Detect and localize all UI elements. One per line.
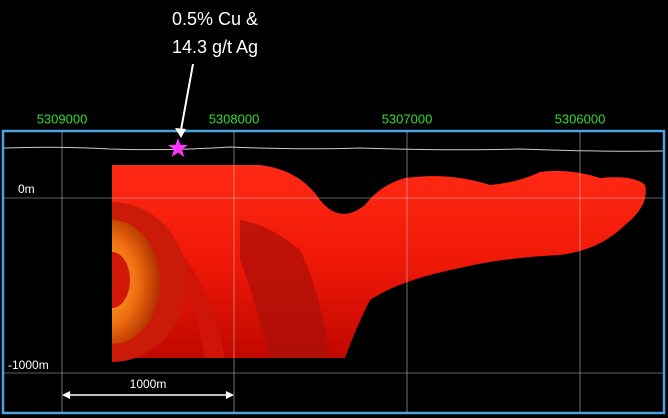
red-body — [112, 165, 646, 358]
sample-star — [168, 138, 188, 157]
northing-label: 5307000 — [382, 111, 433, 126]
topography — [4, 146, 663, 152]
shell — [112, 210, 225, 358]
depth-label: -1000m — [8, 358, 49, 372]
cut-face — [4, 132, 112, 412]
grid — [4, 132, 663, 412]
northing-labels: 5309000 5308000 5307000 5306000 — [37, 111, 606, 126]
shadow — [240, 220, 330, 358]
annotation-arrow — [180, 63, 194, 131]
northing-label: 5308000 — [209, 111, 260, 126]
annotation: 14.3 g/t Ag — [172, 37, 258, 57]
scale-label: 1000m — [130, 377, 167, 391]
arrow-head — [175, 128, 186, 138]
annotation: 0.5% Cu & — [172, 9, 258, 29]
depth-label: 0m — [18, 182, 35, 196]
scale-bar: 1000m — [62, 377, 234, 399]
northing-label: 5309000 — [37, 111, 88, 126]
northing-label: 5306000 — [555, 111, 606, 126]
frame — [1, 129, 666, 415]
model — [4, 132, 663, 412]
